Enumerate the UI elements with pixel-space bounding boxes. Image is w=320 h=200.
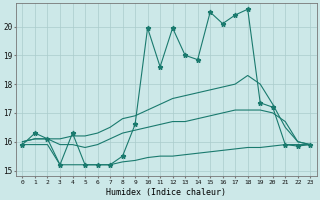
X-axis label: Humidex (Indice chaleur): Humidex (Indice chaleur): [106, 188, 226, 197]
